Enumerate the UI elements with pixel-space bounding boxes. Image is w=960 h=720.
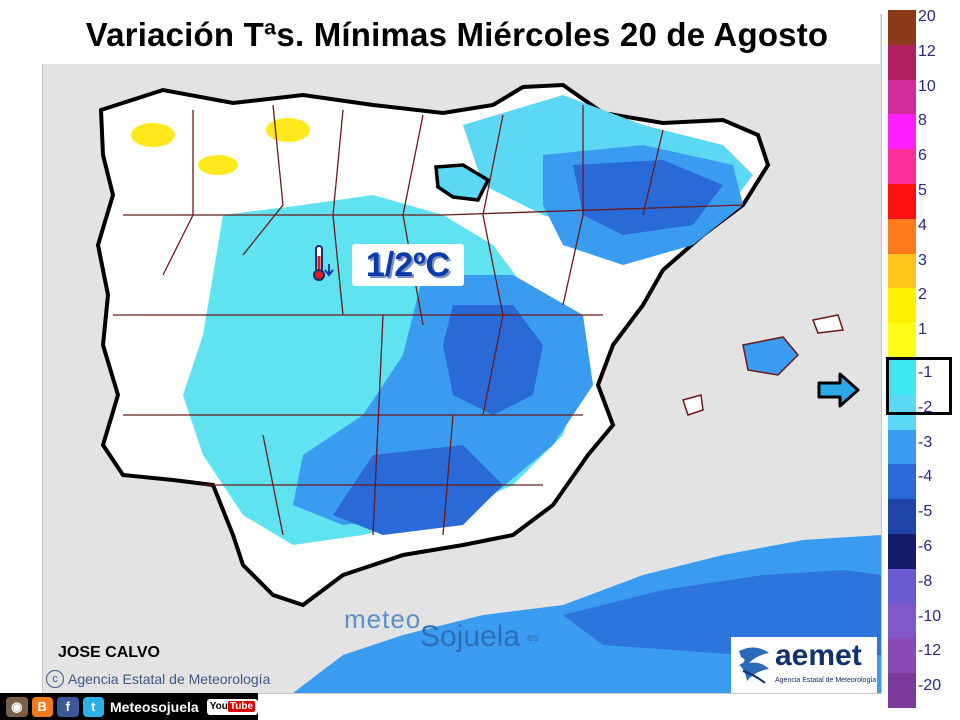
legend-swatch [888, 10, 916, 45]
zone-yellow-1 [131, 123, 175, 147]
legend-label: -6 [918, 538, 933, 555]
legend-swatch [888, 429, 916, 465]
temperature-value: 1/2ºC [365, 246, 451, 284]
aemet-logo: aemet Agencia Estatal de Meteorología [731, 637, 877, 693]
zone-yellow-3 [266, 118, 310, 142]
legend-label: -5 [918, 503, 933, 521]
temperature-box [352, 244, 464, 286]
legend-label: 10 [918, 77, 936, 95]
watermark-part1: meteo [344, 604, 422, 634]
twitter-icon[interactable]: t [82, 696, 104, 717]
legend-label: 8 [918, 112, 927, 130]
legend-swatch [888, 288, 916, 324]
page-title: Variación Tªs. Mínimas Miércoles 20 de A… [85, 16, 829, 53]
province-borders [113, 104, 744, 536]
legend-swatch [888, 79, 916, 115]
iberia-map [95, 82, 881, 693]
title-background [34, 14, 880, 64]
balearic-ibiza [682, 394, 704, 416]
youtube-right: Tube [227, 700, 256, 712]
la-rioja-outline [434, 163, 491, 202]
legend-label: -12 [918, 642, 942, 660]
legend-swatch [888, 499, 916, 534]
legend-highlight-box [886, 357, 952, 415]
facebook-icon[interactable]: f [57, 696, 79, 717]
legend-swatch [888, 534, 916, 569]
agency-name: Agencia Estatal de Meteorología [68, 671, 271, 687]
aemet-subtitle: Agencia Estatal de Meteorología [775, 677, 877, 684]
legend-swatch [888, 673, 916, 708]
legend-label: 4 [918, 216, 927, 234]
legend-label: -2 [918, 398, 933, 416]
arrow-right-icon [817, 372, 860, 408]
blogger-icon[interactable]: B [31, 696, 53, 717]
social-name: Meteosojuela [110, 698, 199, 715]
aemet-wordmark: aemet [775, 639, 862, 672]
legend-label: -8 [918, 572, 933, 590]
balearic-mallorca [742, 336, 800, 376]
north-africa-darker [563, 570, 881, 655]
balearic-menorca [811, 314, 845, 334]
legend-swatch [888, 218, 916, 254]
legend-label: -20 [918, 677, 942, 695]
legend-label: -1 [918, 364, 933, 381]
map-area [42, 14, 882, 694]
legend-swatch [888, 44, 916, 80]
meteosojuela-watermark: meteo Sojuela .es [344, 600, 584, 653]
legend-label: 6 [918, 147, 927, 165]
legend-label: -10 [918, 607, 942, 625]
watermark-suffix: .es [524, 632, 539, 644]
legend-label: 5 [918, 182, 927, 199]
zone-yellow-2 [198, 155, 238, 175]
zone-dark-blue-ne [573, 160, 723, 235]
legend-swatch [888, 184, 916, 219]
legend-swatch [888, 323, 916, 358]
zone-dark-blue-center [443, 305, 543, 415]
legend-swatch [888, 114, 916, 150]
legend-swatch [888, 360, 916, 395]
legend-swatch [888, 603, 916, 639]
legend-label: 12 [918, 42, 936, 60]
aemet-emblem-icon [739, 647, 769, 684]
social-links-bar: ◉ B f t Meteosojuela You Tube [0, 693, 259, 720]
legend-swatch [888, 253, 916, 289]
youtube-icon[interactable]: You Tube [206, 698, 259, 715]
legend-label: 2 [918, 286, 927, 304]
legend-label: 1 [918, 321, 927, 339]
legend-label: -4 [918, 468, 933, 486]
instagram-icon[interactable]: ◉ [6, 696, 28, 717]
color-legend: 20 12 10 8 6 5 4 3 2 1 -1 -2 -3 -4 -5 -6 -8 -10 -12 -20 [884, 8, 960, 708]
watermark-part2: Sojuela [420, 620, 521, 653]
legend-label: 3 [918, 251, 927, 269]
thermometer-down-icon [313, 245, 334, 281]
legend-label: -3 [918, 433, 933, 451]
legend-swatch [888, 638, 916, 674]
legend-swatch [888, 149, 916, 184]
author-credit: JOSE CALVO [58, 644, 160, 661]
copyright-icon: c [46, 670, 64, 688]
legend-swatch [888, 464, 916, 500]
legend-label: 20 [918, 8, 936, 25]
legend-swatch [888, 568, 916, 604]
temperature-callout: 1/2ºC [300, 240, 466, 290]
agency-credit: c Agencia Estatal de Meteorología [46, 670, 270, 688]
youtube-left: You [209, 700, 228, 712]
